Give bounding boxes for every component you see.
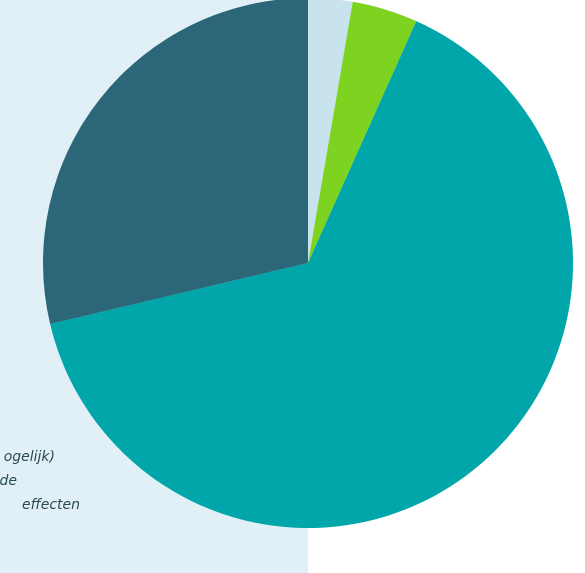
- pie-slice-2: [308, 1, 417, 264]
- pie-slice-1: [308, 0, 353, 263]
- pie-slice-3: [50, 21, 573, 529]
- legend-text: ogelijk) de effecten: [0, 448, 110, 538]
- legend-line-2: de: [0, 473, 17, 489]
- pie-slice-4: [43, 0, 308, 325]
- legend-line-3: effecten: [21, 497, 80, 513]
- legend-line-1: ogelijk): [3, 449, 55, 465]
